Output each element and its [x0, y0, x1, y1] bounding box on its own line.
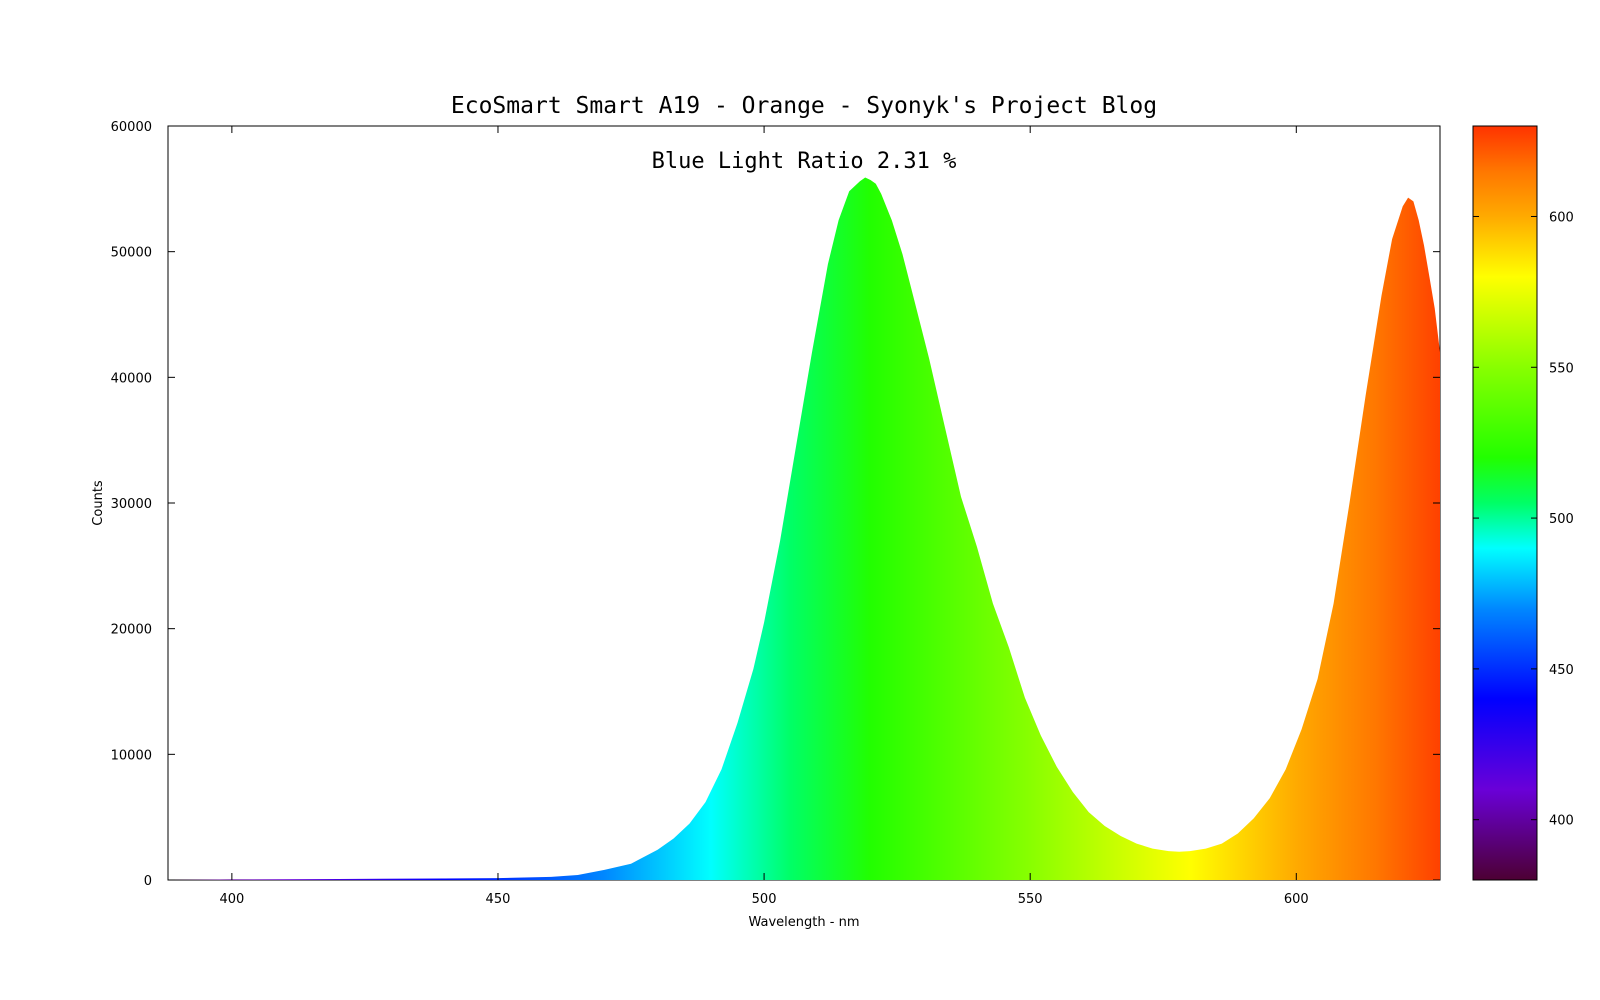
colorbar-tick-label: 500 — [1549, 512, 1574, 527]
y-tick-label: 10000 — [111, 748, 152, 763]
y-tick-label: 40000 — [111, 371, 152, 386]
x-tick-label: 400 — [219, 892, 244, 907]
colorbar-tick-label: 550 — [1549, 361, 1574, 376]
x-tick-label: 550 — [1018, 892, 1043, 907]
spectrum-area — [168, 177, 1440, 880]
x-axis-ticks: 400 450 500 550 600 — [219, 126, 1309, 907]
y-tick-label: 20000 — [111, 623, 152, 638]
x-tick-label: 600 — [1284, 892, 1309, 907]
y-axis-ticks: 0 10000 20000 30000 40000 50000 60000 — [111, 120, 1440, 889]
y-tick-label: 0 — [144, 874, 152, 889]
colorbar-tick-label: 450 — [1549, 663, 1574, 678]
y-tick-label: 50000 — [111, 246, 152, 261]
y-tick-label: 30000 — [111, 497, 152, 512]
blue-light-ratio-annotation: Blue Light Ratio 2.31 % — [652, 149, 957, 174]
y-axis-label: Counts — [91, 480, 106, 526]
x-axis-label: Wavelength - nm — [749, 915, 860, 930]
chart-title: EcoSmart Smart A19 - Orange - Syonyk's P… — [451, 93, 1157, 119]
y-tick-label: 60000 — [111, 120, 152, 135]
colorbar-ticks: 400 450 500 550 600 — [1473, 210, 1574, 829]
x-tick-label: 450 — [486, 892, 511, 907]
colorbar-tick-label: 600 — [1549, 210, 1574, 225]
colorbar-tick-label: 400 — [1549, 814, 1574, 829]
x-tick-label: 500 — [752, 892, 777, 907]
colorbar — [1472, 125, 1538, 881]
